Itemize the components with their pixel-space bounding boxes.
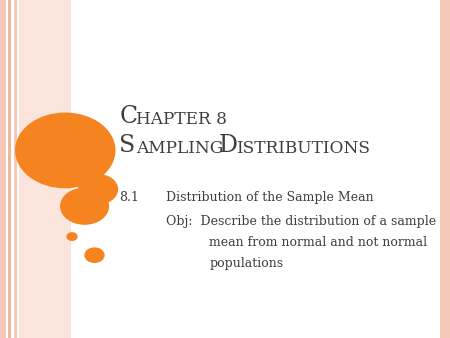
Circle shape bbox=[67, 233, 77, 240]
Bar bbox=[8, 0, 11, 338]
Circle shape bbox=[16, 113, 115, 188]
Bar bbox=[19, 0, 71, 338]
Bar bbox=[440, 0, 450, 338]
Text: mean from normal and not normal: mean from normal and not normal bbox=[209, 236, 428, 248]
Text: D: D bbox=[219, 134, 238, 157]
Text: populations: populations bbox=[209, 257, 284, 269]
Text: Obj:  Describe the distribution of a sample: Obj: Describe the distribution of a samp… bbox=[166, 215, 436, 227]
Circle shape bbox=[79, 175, 117, 204]
Text: AMPLING: AMPLING bbox=[136, 140, 234, 157]
Circle shape bbox=[61, 188, 108, 224]
Text: HAPTER 8: HAPTER 8 bbox=[136, 112, 227, 128]
Text: S: S bbox=[119, 134, 135, 157]
Text: ISTRIBUTIONS: ISTRIBUTIONS bbox=[236, 140, 370, 157]
Bar bbox=[14, 0, 17, 338]
Text: Distribution of the Sample Mean: Distribution of the Sample Mean bbox=[166, 191, 374, 204]
Bar bbox=[0, 0, 6, 338]
Text: C: C bbox=[119, 105, 137, 128]
Text: 8.1: 8.1 bbox=[119, 191, 139, 204]
Circle shape bbox=[85, 248, 104, 262]
